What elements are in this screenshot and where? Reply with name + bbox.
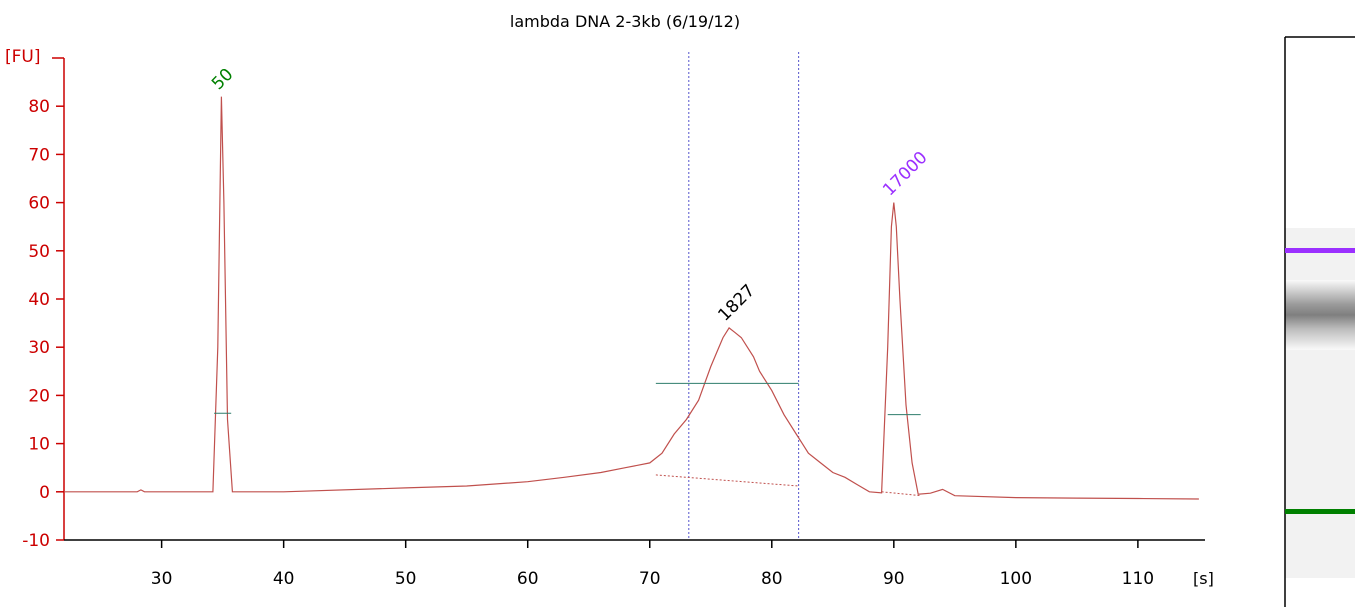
y-tick-label: 30: [28, 338, 50, 358]
axes: -10 0 10 20 30 40 50 60 70 80 30 40 50 60 70 80 90 100 110: [22, 57, 1205, 589]
peak-label: 1827: [714, 281, 759, 326]
y-tick-label: 0: [39, 483, 50, 503]
x-tick-label: 50: [395, 569, 417, 589]
y-tick-label: -10: [22, 531, 50, 551]
x-tick-label: 110: [1122, 569, 1154, 589]
peak-baseline: [881, 491, 921, 497]
y-tick-label: 70: [28, 145, 50, 165]
y-tick-label: 40: [28, 290, 50, 310]
plot-area: 50 1827 17000: [64, 52, 1199, 540]
peak-baseline: [655, 474, 799, 487]
x-tick-label: 60: [517, 569, 539, 589]
y-axis-label: [FU]: [5, 47, 41, 67]
x-tick-label: 100: [1000, 569, 1032, 589]
x-tick-label: 40: [273, 569, 295, 589]
y-tick-label: 50: [28, 242, 50, 262]
x-tick-label: 90: [883, 569, 905, 589]
y-tick-label: 60: [28, 194, 50, 214]
x-tick-label: 30: [151, 569, 173, 589]
y-tick-label: 80: [28, 97, 50, 117]
y-tick-label: 20: [28, 386, 50, 406]
gel-band-sample: [1285, 280, 1355, 350]
x-tick-label: 70: [639, 569, 661, 589]
gel-band-lower-marker: [1285, 509, 1355, 514]
gel-band-upper-marker: [1285, 248, 1355, 253]
y-tick-label: 10: [28, 435, 50, 455]
x-axis-label: [s]: [1193, 569, 1214, 588]
x-tick-label: 80: [761, 569, 783, 589]
chart-title: lambda DNA 2-3kb (6/19/12): [510, 12, 740, 31]
peak-label: 17000: [879, 148, 931, 200]
signal-trace: [64, 96, 1199, 500]
peak-label: 50: [208, 65, 237, 94]
gel-lane: [1284, 36, 1355, 607]
